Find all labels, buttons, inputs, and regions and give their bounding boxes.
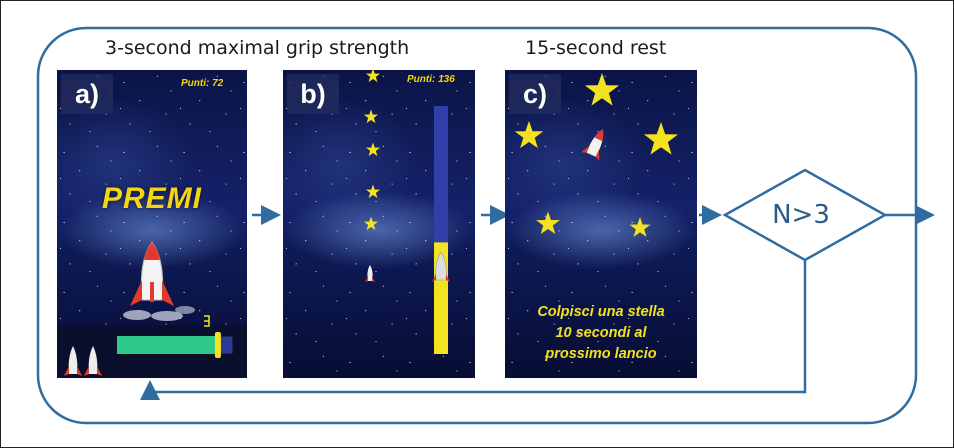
- star-icon: [365, 70, 381, 83]
- tilted-rocket-icon: [581, 129, 604, 161]
- bar-rocket-icon: [432, 251, 450, 282]
- feedback-loop: [140, 260, 807, 400]
- rest-message-line: 10 secondi al: [555, 325, 647, 341]
- score-label: Punti: 72: [181, 78, 224, 89]
- rest-message: Colpisci una stella 10 secondi al prossi…: [505, 302, 697, 365]
- life-rocket-icon: [84, 346, 102, 376]
- heading-grip: 3-second maximal grip strength: [105, 37, 410, 59]
- life-rocket-icon: [64, 346, 82, 376]
- star-icon: [584, 73, 620, 106]
- panel-b-art: [363, 70, 450, 354]
- heading-rest: 15-second rest: [525, 37, 667, 59]
- loop-border: [36, 26, 918, 425]
- rocket-icon: [130, 241, 174, 306]
- prompt-text: PREMI: [101, 182, 202, 215]
- panel-c: c) Colpisci una stella 10 secondi al pro…: [505, 70, 697, 378]
- star-icon: [629, 217, 651, 237]
- small-rocket-icon: [365, 265, 375, 282]
- star-icon: [365, 142, 381, 157]
- decision-label: N>3: [772, 200, 830, 230]
- rest-message-line: prossimo lancio: [545, 346, 657, 362]
- panel-a: a) Punti: 72 PREMI: [57, 70, 247, 378]
- score-label: Punti: 136: [407, 74, 455, 85]
- grip-bar-fill: [117, 336, 218, 354]
- star-icon: [363, 216, 379, 231]
- panel-tag: c): [509, 74, 561, 114]
- panel-tag: a): [61, 74, 113, 114]
- star-icon: [363, 109, 379, 124]
- star-icon: [514, 121, 544, 149]
- panel-a-art: [57, 241, 247, 378]
- star-icon: [365, 184, 381, 199]
- panel-c-art: [514, 73, 679, 237]
- grip-bar-marker: [214, 332, 221, 358]
- panel-tag: b): [287, 74, 339, 114]
- star-icon: [536, 211, 560, 235]
- star-icon: [643, 122, 679, 155]
- rest-message-line: Colpisci una stella: [537, 304, 665, 320]
- panel-b: b) Punti: 136: [283, 70, 475, 378]
